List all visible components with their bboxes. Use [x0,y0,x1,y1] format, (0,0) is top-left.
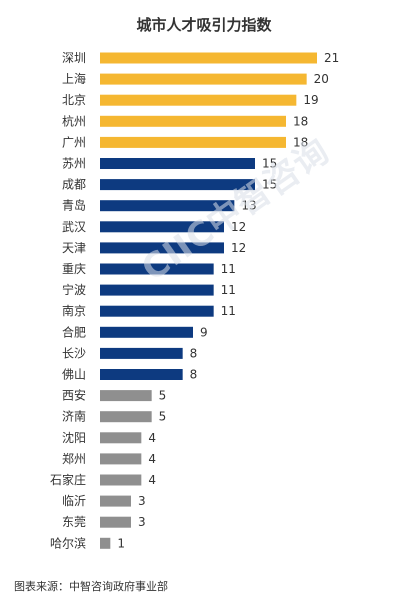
category-label: 广州 [62,135,86,149]
bar [100,453,142,465]
bar [100,136,286,148]
data-label: 3 [138,515,146,529]
category-label: 深圳 [62,51,86,65]
category-label: 青岛 [62,198,86,213]
bar [100,495,131,507]
category-label: 成都 [62,178,86,192]
category-label: 南京 [62,303,86,318]
category-label: 武汉 [62,220,86,234]
bar [100,516,131,528]
category-label: 杭州 [62,113,86,128]
data-label: 8 [190,346,198,360]
bar [100,52,317,64]
bar [100,284,214,296]
data-label: 19 [303,93,318,107]
chart-source: 图表来源：中智咨询政府事业部 [14,580,168,593]
category-label: 合肥 [62,324,86,339]
data-label: 9 [200,325,208,339]
bar [100,537,111,549]
data-label: 12 [231,220,246,234]
bar [100,411,152,423]
category-label: 西安 [62,388,86,403]
category-label: 郑州 [62,451,86,466]
bar [100,242,224,254]
data-label: 5 [159,410,167,424]
data-label: 13 [241,199,256,213]
bar [100,432,142,444]
data-label: 20 [314,72,329,86]
data-label: 4 [148,431,156,445]
bar [100,263,214,275]
data-label: 15 [262,178,277,192]
bar [100,369,183,380]
bar [100,305,214,317]
category-label: 宁波 [62,282,86,297]
category-label: 天津 [62,241,86,255]
data-label: 11 [221,304,236,318]
category-label: 哈尔滨 [50,535,86,550]
category-label: 东莞 [62,515,86,529]
category-label: 上海 [62,71,86,86]
data-label: 15 [262,157,277,171]
bar [100,200,235,212]
bar [100,474,142,486]
bar [100,179,255,191]
data-label: 11 [221,262,236,276]
bar [100,73,307,85]
category-label: 长沙 [62,346,86,360]
bar [100,390,152,402]
category-label: 石家庄 [50,472,86,487]
data-label: 1 [117,536,125,550]
bar [100,115,286,127]
data-label: 18 [293,114,308,128]
bar [100,221,224,233]
category-label: 佛山 [62,368,86,382]
category-label: 沈阳 [62,430,86,445]
bar [100,94,297,106]
data-label: 11 [221,283,236,297]
bar [100,326,193,338]
chart-title: 城市人才吸引力指数 [136,16,272,34]
data-label: 5 [159,389,167,403]
category-label: 临沂 [62,494,86,508]
data-label: 8 [190,368,198,382]
category-label: 北京 [62,93,86,107]
data-label: 18 [293,135,308,149]
data-label: 3 [138,494,146,508]
category-label: 济南 [62,409,86,424]
bar [100,158,255,169]
data-label: 21 [324,51,339,65]
category-label: 苏州 [62,157,86,171]
bar [100,347,183,359]
data-label: 12 [231,241,246,255]
data-label: 4 [148,452,156,466]
data-label: 4 [148,473,156,487]
category-label: 重庆 [62,262,86,276]
